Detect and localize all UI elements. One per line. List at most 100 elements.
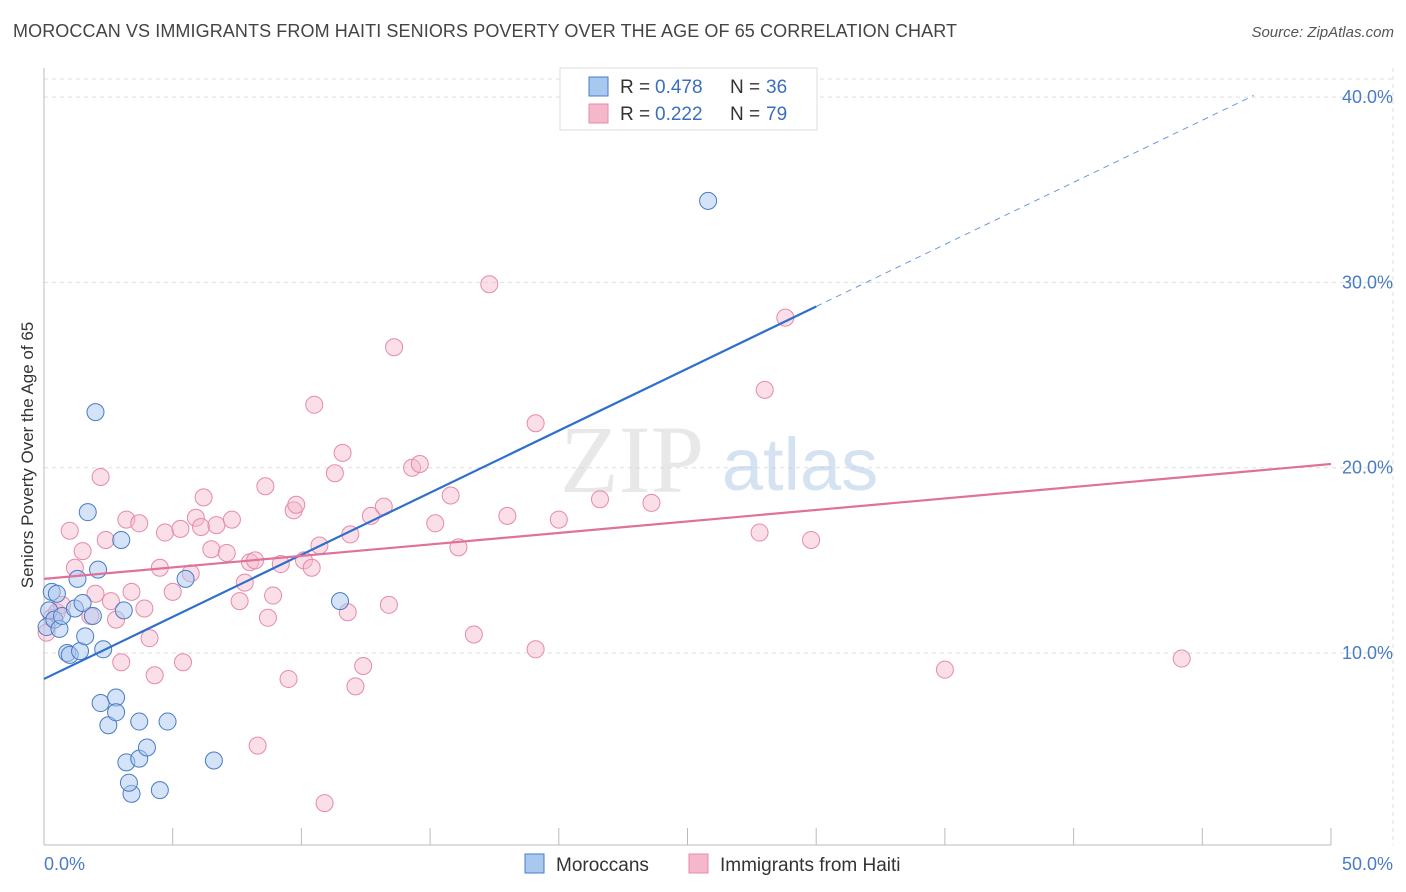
haiti-point [441,486,460,505]
axes [43,68,1332,846]
haiti-point [173,653,192,672]
haiti-point [171,519,190,538]
moroccan-point [176,569,195,588]
watermark: ZIP atlas [560,406,878,513]
legend-r-value-pink: 0.222 [655,104,703,125]
haiti-trend-line [43,462,1332,580]
moroccan-point [47,584,66,603]
haiti-point [802,530,821,549]
y-tick-label-20: 20.0% [1342,458,1393,478]
y-tick-label-30: 30.0% [1342,272,1393,292]
moroccan-point [130,712,149,731]
moroccan-point [68,569,87,588]
haiti-point [207,516,226,535]
moroccan-point [137,738,156,757]
moroccan-point [331,592,350,611]
haiti-point [464,625,483,644]
haiti-point [163,582,182,601]
haiti-point [642,493,661,512]
legend-swatch-pink [588,103,609,124]
trend-lines [43,94,1332,680]
legend-r-label-blue: R = [620,77,650,98]
haiti-point [302,558,321,577]
haiti-point [526,414,545,433]
chart-title: MOROCCAN VS IMMIGRANTS FROM HAITI SENIOR… [13,21,958,41]
haiti-point [935,660,954,679]
haiti-point [135,599,154,618]
legend-swatch-blue [588,76,609,97]
haiti-point [130,514,149,533]
haiti-point [379,595,398,614]
haiti-point [315,794,334,813]
haiti-point [410,454,429,473]
haiti-point [60,521,79,540]
haiti-point [426,514,445,533]
haiti-point [346,677,365,696]
moroccan-trend-extension [815,94,1254,307]
haiti-point [91,467,110,486]
moroccan-point [83,606,102,625]
haiti-point [230,592,249,611]
haiti-point [354,656,373,675]
haiti-point [101,592,120,611]
moroccan-trend-line [43,305,817,680]
moroccan-point [91,694,110,713]
y-tick-labels: 10.0% 20.0% 30.0% 40.0% [1342,87,1393,663]
series-legend-swatch-moroccans [524,853,545,874]
haiti-point [96,530,115,549]
haiti-point [86,584,105,603]
haiti-point [155,523,174,542]
haiti-point [122,582,141,601]
legend-n-label-pink: N = [730,104,760,125]
haiti-point [385,338,404,357]
moroccan-point [158,712,177,731]
haiti-point [755,380,774,399]
series-legend-haiti: Immigrants from Haiti [720,855,901,876]
legend-n-label-blue: N = [730,77,760,98]
moroccan-point [204,751,223,770]
moroccan-point [112,530,131,549]
haiti-point [498,506,517,525]
moroccan-point [150,781,169,800]
moroccan-point [119,773,138,792]
haiti-point [750,523,769,542]
haiti-point [549,510,568,529]
haiti-point [305,395,324,414]
watermark-atlas: atlas [722,423,878,506]
haiti-point [264,586,283,605]
haiti-point [145,666,164,685]
moroccan-point [73,593,92,612]
haiti-point [202,540,221,559]
gridlines [44,68,1394,845]
legend-n-value-pink: 79 [766,104,787,125]
haiti-point [526,640,545,659]
haiti-point [333,443,352,462]
haiti-point [186,508,205,527]
haiti-point [192,517,211,536]
moroccan-point [86,403,105,422]
haiti-point [73,542,92,561]
series-legend: Moroccans Immigrants from Haiti [524,853,901,876]
haiti-point [258,608,277,627]
legend-r-label-pink: R = [620,104,650,125]
y-tick-label-10: 10.0% [1342,643,1393,663]
series-legend-swatch-haiti [688,853,709,874]
haiti-point [287,495,306,514]
moroccan-point [114,601,133,620]
haiti-point [325,464,344,483]
watermark-zip: ZIP [560,406,704,513]
x-tick-labels: 0.0% 50.0% [44,854,1393,874]
x-tick-label-max: 50.0% [1342,854,1393,874]
haiti-point [112,653,131,672]
legend-n-value-blue: 36 [766,77,787,98]
moroccan-point [107,703,126,722]
moroccan-point [699,191,718,210]
haiti-point [590,490,609,509]
haiti-points [37,275,1191,813]
haiti-point [222,510,241,529]
series-legend-moroccans: Moroccans [556,855,649,876]
moroccan-point [76,627,95,646]
haiti-point [140,629,159,648]
haiti-point [256,477,275,496]
